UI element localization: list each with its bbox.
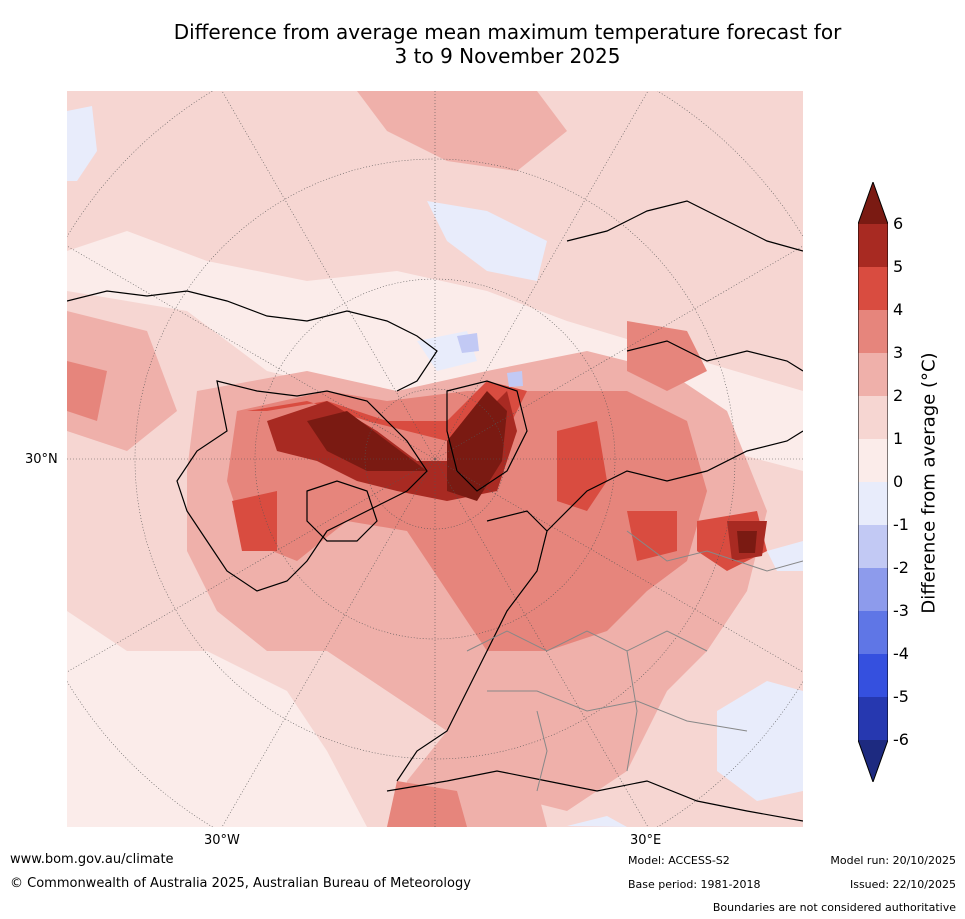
lon-label-30e: 30°E	[630, 833, 662, 848]
anomaly-minus-2-to-minus-1-areas	[457, 333, 523, 387]
colorbar-tick-6: 6	[893, 214, 904, 233]
colorbar-bin-3-to-4	[858, 310, 888, 353]
copyright-text: © Commonwealth of Australia 2025, Austra…	[10, 876, 471, 891]
disclaimer-text: Boundaries are not considered authoritat…	[712, 901, 956, 914]
lon-label-30w: 30°W	[204, 833, 240, 848]
title-line-1: Difference from average mean maximum tem…	[173, 20, 842, 44]
colorbar-tick-2: 2	[893, 386, 904, 405]
colorbar-tick-m5: -5	[893, 687, 909, 706]
title-line-2: 3 to 9 November 2025	[394, 44, 621, 68]
colorbar-tick-0: 0	[893, 472, 904, 491]
coastlines	[67, 200, 803, 822]
colorbar-bin-0-to-1	[858, 439, 888, 482]
temperature-anomaly-map	[67, 91, 803, 827]
colorbar-bin-5-to-6	[858, 224, 888, 267]
map-title: Difference from average mean maximum tem…	[60, 20, 955, 68]
model-text: Model: ACCESS-S2	[628, 854, 730, 867]
anomaly-above-6-areas	[307, 391, 757, 553]
lat-label-30n: 30°N	[25, 452, 58, 467]
colorbar-bin-m1-to-0	[858, 482, 888, 525]
colorbar-bin-m5-to-m4	[858, 654, 888, 697]
colorbar-bin-2-to-3	[858, 353, 888, 396]
colorbar-tick-m4: -4	[893, 644, 909, 663]
colorbar-bin-m6-to-m5	[858, 697, 888, 740]
colorbar	[858, 182, 888, 782]
colorbar-bin-m4-to-m3	[858, 611, 888, 654]
colorbar-tick-3: 3	[893, 343, 904, 362]
colorbar-tick-1: 1	[893, 429, 904, 448]
graticule	[67, 91, 803, 827]
colorbar-label: Difference from average (°C)	[918, 352, 940, 614]
colorbar-tick-m2: -2	[893, 558, 909, 577]
website-link[interactable]: www.bom.gov.au/climate	[10, 852, 174, 867]
colorbar-bin-1-to-2	[858, 396, 888, 439]
colorbar-extend-low	[858, 740, 888, 782]
colorbar-tick-4: 4	[893, 300, 904, 319]
colorbar-tick-m3: -3	[893, 601, 909, 620]
colorbar-bin-4-to-5	[858, 267, 888, 310]
colorbar-extend-high	[858, 182, 888, 224]
colorbar-bin-m2-to-m1	[858, 525, 888, 568]
issued-text: Issued: 22/10/2025	[849, 878, 956, 891]
colorbar-bin-m3-to-m2	[858, 568, 888, 611]
colorbar-tick-m6: -6	[893, 730, 909, 749]
colorbar-tick-m1: -1	[893, 515, 909, 534]
country-boundaries	[466, 530, 803, 792]
base-period-text: Base period: 1981-2018	[628, 878, 761, 891]
model-run-text: Model run: 20/10/2025	[830, 854, 956, 867]
colorbar-tick-5: 5	[893, 257, 904, 276]
